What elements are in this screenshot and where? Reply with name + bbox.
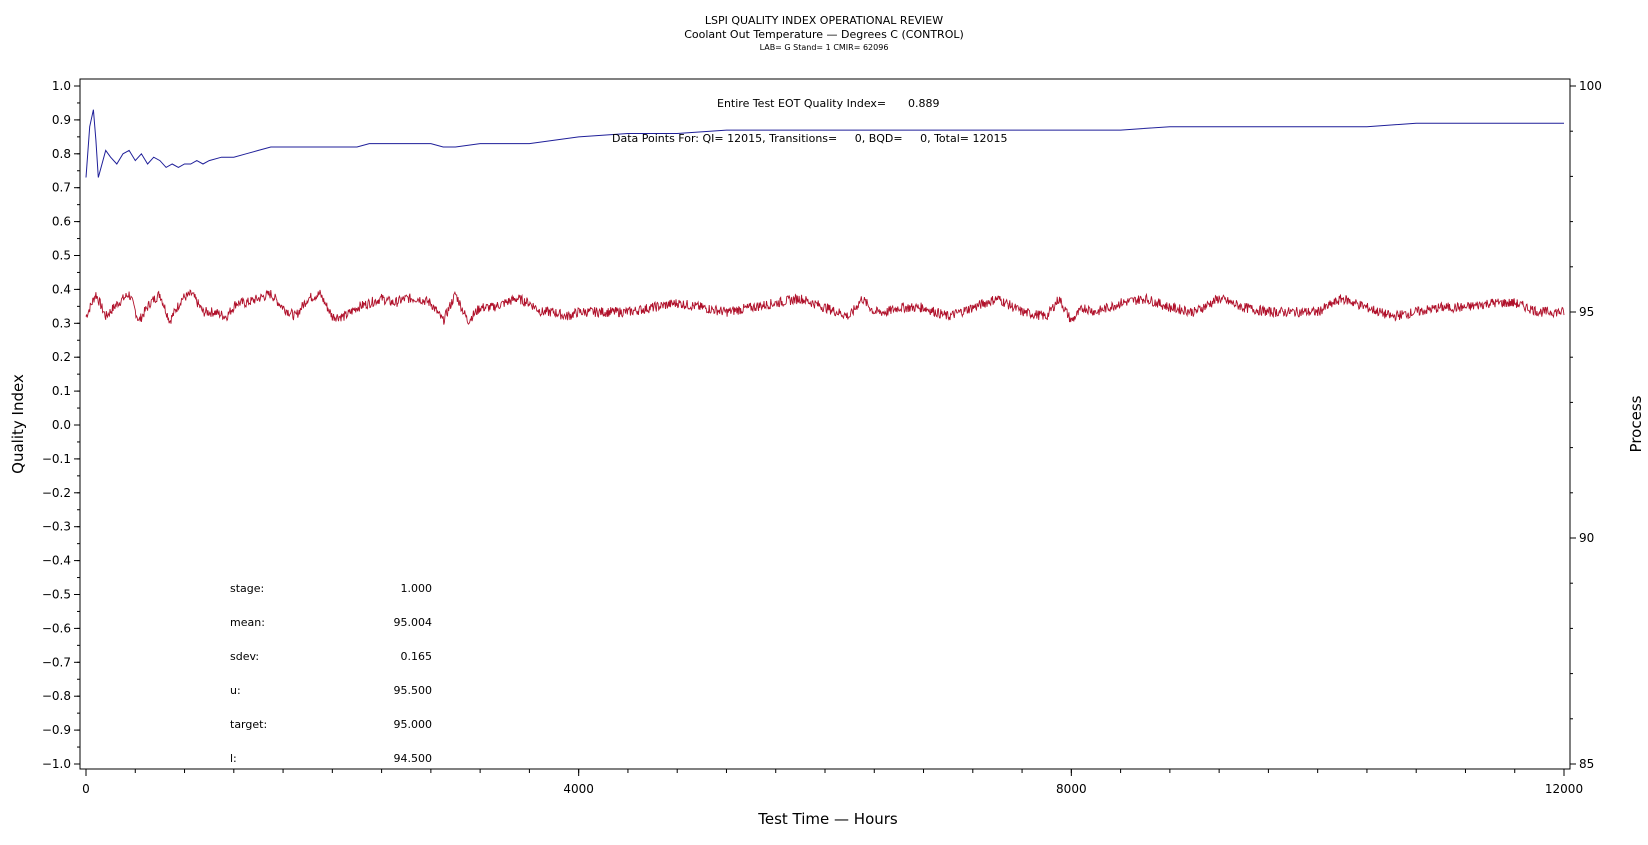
y-left-tick-label: 0.2: [52, 350, 71, 364]
stat-value: 94.500: [394, 752, 433, 765]
x-tick-label: 8000: [1056, 782, 1087, 796]
stat-value: 1.000: [401, 582, 433, 595]
y-left-tick-label: −0.4: [42, 554, 71, 568]
stat-label: target:: [230, 718, 267, 731]
y-left-tick-label: −0.3: [42, 520, 71, 534]
stat-value: 95.004: [394, 616, 433, 629]
eot-label: Entire Test EOT Quality Index=: [717, 97, 886, 110]
y-left-tick-label: 0.5: [52, 249, 71, 263]
x-tick-label: 12000: [1545, 782, 1583, 796]
y-right-tick-label: 85: [1579, 757, 1594, 771]
series-process-line: [85, 289, 1565, 325]
x-axis: 0 4000 8000 12000: [82, 769, 1583, 796]
stat-value: 95.000: [394, 718, 433, 731]
stat-label: l:: [230, 752, 237, 765]
chart-sub-subtitle: LAB= G Stand= 1 CMIR= 62096: [760, 43, 889, 52]
y-left-tick-label: 0.8: [52, 147, 71, 161]
stat-value: 0.165: [401, 650, 433, 663]
y-right-axis: 100 95 90 85: [1570, 79, 1602, 771]
stat-label: stage:: [230, 582, 264, 595]
stat-value: 95.500: [394, 684, 433, 697]
y-left-tick-label: 0.1: [52, 384, 71, 398]
y-left-tick-label: 0.0: [52, 418, 71, 432]
plot-frame: [79, 78, 1571, 770]
stat-label: sdev:: [230, 650, 259, 663]
chart-title: LSPI QUALITY INDEX OPERATIONAL REVIEW: [705, 14, 943, 27]
x-tick-label: 4000: [563, 782, 594, 796]
stats-table: stage: 1.000 mean: 95.004 sdev: 0.165 u:…: [230, 582, 432, 765]
y-left-tick-label: −1.0: [42, 757, 71, 771]
stat-label: mean:: [230, 616, 265, 629]
y-left-tick-label: −0.9: [42, 723, 71, 737]
y-left-tick-label: 0.6: [52, 215, 71, 229]
y-right-tick-label: 90: [1579, 531, 1594, 545]
eot-value: 0.889: [908, 97, 940, 110]
series-quality-index-line: [85, 109, 1564, 178]
y-left-tick-label: 0.7: [52, 181, 71, 195]
data-points-label: Data Points For: QI= 12015, Transitions=…: [612, 132, 1007, 145]
y-left-tick-label: −0.5: [42, 588, 71, 602]
x-axis-label: Test Time — Hours: [757, 810, 898, 828]
y-right-axis-label: Process: [1627, 395, 1645, 452]
y-left-tick-label: −0.6: [42, 621, 71, 635]
x-tick-label: 0: [82, 782, 90, 796]
y-left-tick-label: 0.9: [52, 113, 71, 127]
chart-subtitle: Coolant Out Temperature — Degrees C (CON…: [684, 28, 964, 41]
y-left-tick-label: 0.3: [52, 316, 71, 330]
y-left-tick-label: −0.7: [42, 655, 71, 669]
stat-label: u:: [230, 684, 241, 697]
y-left-tick-label: 1.0: [52, 79, 71, 93]
y-right-tick-label: 95: [1579, 305, 1594, 319]
y-left-tick-label: −0.2: [42, 486, 71, 500]
y-left-tick-label: 0.4: [52, 282, 71, 296]
y-right-tick-label: 100: [1579, 79, 1602, 93]
y-left-tick-label: −0.1: [42, 452, 71, 466]
y-left-axis-label: Quality Index: [9, 374, 27, 474]
y-left-tick-label: −0.8: [42, 689, 71, 703]
y-left-axis: 1.0 0.9 0.8 0.7 0.6 0.5 0.4 0.3 0.2 0.1 0.0 −0.1 −0.…: [42, 79, 80, 771]
